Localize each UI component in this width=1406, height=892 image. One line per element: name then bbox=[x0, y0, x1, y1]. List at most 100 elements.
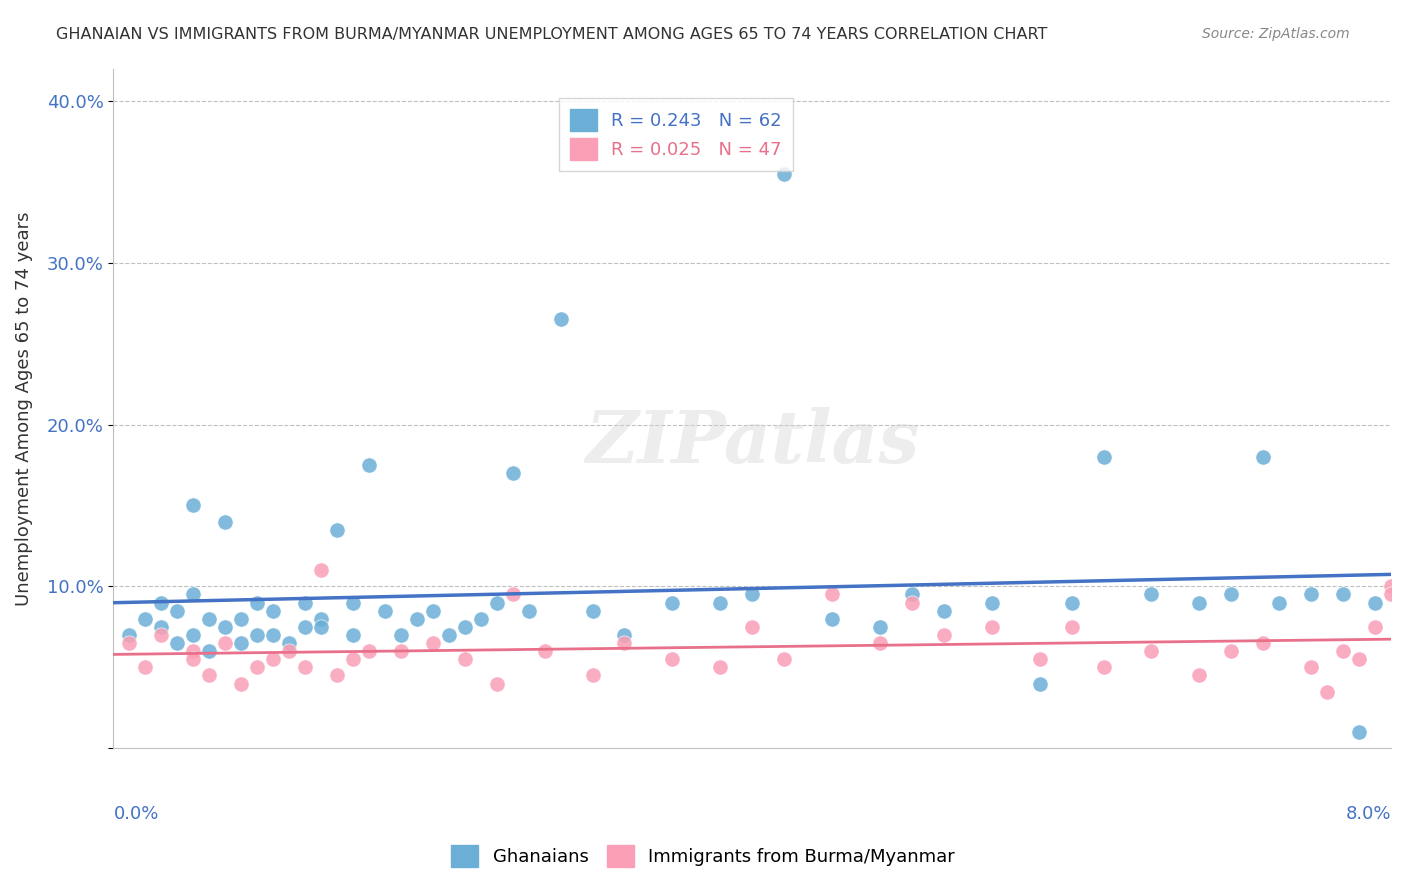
Text: GHANAIAN VS IMMIGRANTS FROM BURMA/MYANMAR UNEMPLOYMENT AMONG AGES 65 TO 74 YEARS: GHANAIAN VS IMMIGRANTS FROM BURMA/MYANMA… bbox=[56, 27, 1047, 42]
Point bbox=[485, 596, 508, 610]
Y-axis label: Unemployment Among Ages 65 to 74 years: Unemployment Among Ages 65 to 74 years bbox=[15, 211, 32, 606]
Point bbox=[980, 596, 1002, 610]
Point bbox=[422, 604, 444, 618]
Point bbox=[183, 644, 205, 658]
Point bbox=[214, 620, 236, 634]
Point bbox=[470, 612, 492, 626]
Point bbox=[166, 636, 188, 650]
Point bbox=[869, 620, 891, 634]
Point bbox=[198, 668, 221, 682]
Point bbox=[1364, 620, 1386, 634]
Point bbox=[741, 620, 763, 634]
Point bbox=[1220, 587, 1243, 601]
Point bbox=[150, 620, 173, 634]
Point bbox=[246, 660, 269, 674]
Point bbox=[422, 636, 444, 650]
Point bbox=[183, 628, 205, 642]
Point bbox=[166, 604, 188, 618]
Point bbox=[389, 644, 412, 658]
Point bbox=[1379, 579, 1402, 593]
Point bbox=[502, 466, 524, 480]
Text: 8.0%: 8.0% bbox=[1346, 805, 1391, 823]
Point bbox=[278, 644, 301, 658]
Point bbox=[1348, 725, 1371, 739]
Point bbox=[932, 604, 955, 618]
Point bbox=[342, 596, 364, 610]
Point bbox=[294, 620, 316, 634]
Point bbox=[454, 652, 477, 666]
Point bbox=[1348, 652, 1371, 666]
Point bbox=[1331, 587, 1354, 601]
Point bbox=[214, 636, 236, 650]
Point bbox=[150, 628, 173, 642]
Point bbox=[198, 644, 221, 658]
Text: Source: ZipAtlas.com: Source: ZipAtlas.com bbox=[1202, 27, 1350, 41]
Point bbox=[262, 652, 284, 666]
Point bbox=[231, 636, 253, 650]
Point bbox=[278, 636, 301, 650]
Point bbox=[517, 604, 540, 618]
Point bbox=[1251, 450, 1274, 464]
Point bbox=[1251, 636, 1274, 650]
Point bbox=[342, 652, 364, 666]
Point bbox=[661, 596, 683, 610]
Point bbox=[1220, 644, 1243, 658]
Point bbox=[134, 612, 156, 626]
Legend: Ghanaians, Immigrants from Burma/Myanmar: Ghanaians, Immigrants from Burma/Myanmar bbox=[444, 838, 962, 874]
Point bbox=[357, 458, 380, 472]
Point bbox=[821, 612, 844, 626]
Point bbox=[1268, 596, 1291, 610]
Point bbox=[1092, 660, 1115, 674]
Point bbox=[1060, 596, 1083, 610]
Point bbox=[309, 620, 332, 634]
Point bbox=[262, 628, 284, 642]
Point bbox=[709, 660, 731, 674]
Point bbox=[1188, 668, 1211, 682]
Point bbox=[741, 587, 763, 601]
Point bbox=[198, 612, 221, 626]
Point bbox=[1379, 587, 1402, 601]
Point bbox=[773, 652, 796, 666]
Point bbox=[821, 587, 844, 601]
Point bbox=[231, 612, 253, 626]
Point bbox=[150, 596, 173, 610]
Point bbox=[1301, 660, 1323, 674]
Point bbox=[1331, 644, 1354, 658]
Point bbox=[294, 596, 316, 610]
Point bbox=[262, 604, 284, 618]
Point bbox=[550, 312, 572, 326]
Point bbox=[118, 636, 141, 650]
Point bbox=[581, 604, 603, 618]
Legend: R = 0.243   N = 62, R = 0.025   N = 47: R = 0.243 N = 62, R = 0.025 N = 47 bbox=[558, 98, 793, 171]
Point bbox=[869, 636, 891, 650]
Point bbox=[309, 612, 332, 626]
Point bbox=[533, 644, 555, 658]
Point bbox=[1140, 587, 1163, 601]
Point bbox=[1092, 450, 1115, 464]
Point bbox=[454, 620, 477, 634]
Text: 0.0%: 0.0% bbox=[114, 805, 159, 823]
Point bbox=[246, 628, 269, 642]
Point bbox=[613, 628, 636, 642]
Point bbox=[214, 515, 236, 529]
Point bbox=[231, 676, 253, 690]
Point bbox=[932, 628, 955, 642]
Point bbox=[1364, 596, 1386, 610]
Point bbox=[613, 636, 636, 650]
Point bbox=[183, 587, 205, 601]
Text: ZIPatlas: ZIPatlas bbox=[585, 407, 920, 478]
Point bbox=[326, 668, 349, 682]
Point bbox=[1140, 644, 1163, 658]
Point bbox=[1028, 652, 1050, 666]
Point bbox=[502, 587, 524, 601]
Point bbox=[183, 652, 205, 666]
Point bbox=[980, 620, 1002, 634]
Point bbox=[1301, 587, 1323, 601]
Point bbox=[374, 604, 396, 618]
Point bbox=[357, 644, 380, 658]
Point bbox=[134, 660, 156, 674]
Point bbox=[246, 596, 269, 610]
Point bbox=[1060, 620, 1083, 634]
Point bbox=[901, 587, 924, 601]
Point bbox=[406, 612, 429, 626]
